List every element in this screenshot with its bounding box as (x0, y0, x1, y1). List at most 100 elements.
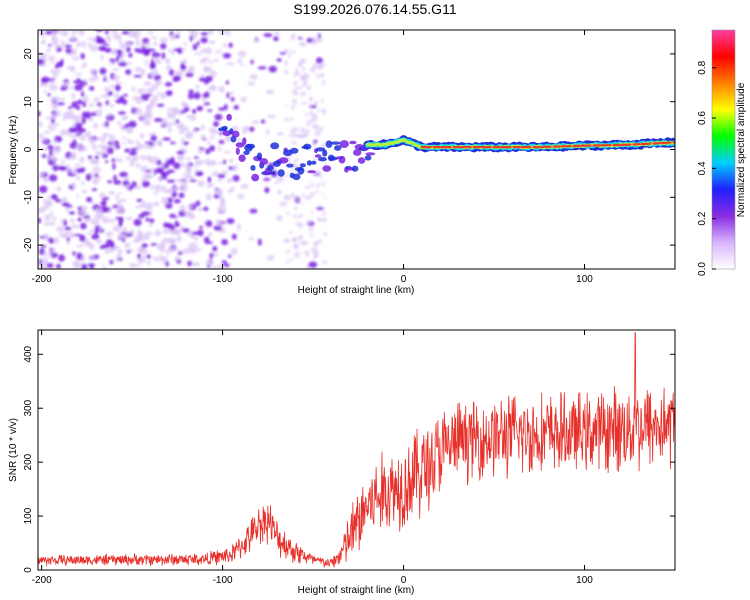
amplitude-dot (293, 81, 298, 86)
amplitude-dot (207, 140, 211, 146)
amplitude-dot (41, 147, 49, 152)
amplitude-dot (321, 260, 328, 264)
amplitude-dot (210, 183, 216, 187)
amplitude-dot (50, 113, 57, 120)
amplitude-dot (80, 53, 85, 60)
ridge-blob (226, 113, 232, 121)
amplitude-dot (223, 150, 232, 154)
ridge-blob (322, 165, 332, 172)
amplitude-dot (324, 161, 327, 164)
amplitude-dot (185, 132, 193, 138)
amplitude-dot (135, 264, 141, 267)
amplitude-dot (48, 250, 56, 254)
amplitude-dot (217, 205, 227, 213)
amplitude-dot (229, 158, 234, 163)
amplitude-dot (111, 30, 117, 36)
amplitude-dot (111, 158, 116, 163)
amplitude-dot (297, 35, 301, 39)
ridge-blob (353, 149, 362, 156)
amplitude-dot (212, 246, 218, 252)
spectrogram-ytick-label: 10 (23, 96, 34, 108)
amplitude-dot (102, 264, 106, 269)
amplitude-dot (119, 42, 128, 50)
amplitude-dot (293, 244, 298, 249)
amplitude-dot (71, 123, 76, 129)
amplitude-dot (52, 139, 58, 144)
amplitude-dot (198, 147, 205, 151)
amplitude-dot (40, 53, 48, 57)
amplitude-dot (308, 261, 318, 268)
amplitude-dot (120, 124, 126, 131)
amplitude-dot (242, 129, 246, 135)
spectrogram-xtick-label: -200 (32, 274, 52, 285)
amplitude-dot (283, 194, 289, 201)
amplitude-dot (205, 193, 213, 201)
colorbar-axis: 0.0 0.2 0.4 0.6 0.8 (697, 60, 716, 276)
amplitude-dot (43, 251, 48, 257)
amplitude-dot (263, 33, 273, 38)
snr-y-axis: 0 100 200 300 400 (23, 345, 675, 573)
amplitude-dot (304, 254, 310, 257)
amplitude-dot (152, 256, 157, 260)
amplitude-dot (207, 109, 213, 112)
amplitude-dot (107, 247, 115, 253)
snr-series-line (38, 332, 675, 568)
amplitude-dot (99, 67, 107, 75)
amplitude-dot (150, 134, 157, 142)
amplitude-dot (210, 160, 218, 166)
amplitude-dot (46, 55, 56, 61)
amplitude-dot (82, 40, 87, 49)
amplitude-dot (283, 238, 291, 243)
amplitude-dot (70, 218, 75, 224)
amplitude-dot (197, 180, 205, 188)
amplitude-dot (51, 96, 61, 102)
amplitude-dot (300, 240, 309, 246)
amplitude-dot (153, 192, 159, 195)
amplitude-dot (119, 171, 128, 178)
amplitude-dot (301, 77, 306, 81)
amplitude-dot (214, 113, 223, 121)
amplitude-dot (118, 233, 126, 240)
amplitude-dot (85, 173, 92, 181)
amplitude-dot (50, 69, 55, 74)
ridge-blob (235, 142, 245, 148)
amplitude-dot (264, 187, 270, 194)
ridge-blob (311, 160, 317, 165)
amplitude-dot (250, 59, 254, 65)
ridge-blob (238, 154, 246, 162)
snr-ytick-label: 0 (23, 567, 34, 573)
amplitude-dot (61, 39, 65, 47)
amplitude-dot (111, 141, 115, 146)
amplitude-dot (223, 104, 228, 111)
amplitude-dot (117, 121, 121, 126)
colorbar-label: Normalized spectral amplitude (736, 82, 747, 217)
amplitude-dot (297, 223, 304, 229)
amplitude-dot (273, 36, 279, 42)
amplitude-dot (114, 84, 121, 92)
amplitude-dot (213, 225, 223, 231)
amplitude-dot (139, 132, 145, 139)
amplitude-dot (217, 264, 223, 269)
amplitude-dot (257, 238, 262, 246)
amplitude-dot (105, 239, 113, 247)
amplitude-dot (53, 146, 62, 153)
amplitude-dot (213, 58, 219, 62)
amplitude-dot (109, 134, 116, 142)
amplitude-dot (81, 91, 85, 98)
amplitude-dot (56, 30, 62, 34)
amplitude-dot (192, 262, 201, 267)
amplitude-dot (187, 260, 193, 267)
colorbar-tick-label: 0.6 (697, 111, 708, 125)
amplitude-dot (73, 255, 77, 259)
amplitude-dot (137, 253, 142, 259)
amplitude-dot (290, 129, 295, 135)
amplitude-dot (112, 204, 119, 209)
amplitude-dot (316, 169, 320, 172)
amplitude-dot (40, 138, 48, 142)
amplitude-dot (286, 211, 291, 216)
amplitude-dot (176, 122, 184, 130)
amplitude-dot (141, 180, 151, 188)
amplitude-dot (174, 179, 183, 183)
amplitude-dot (181, 137, 185, 145)
amplitude-dot (136, 145, 142, 148)
